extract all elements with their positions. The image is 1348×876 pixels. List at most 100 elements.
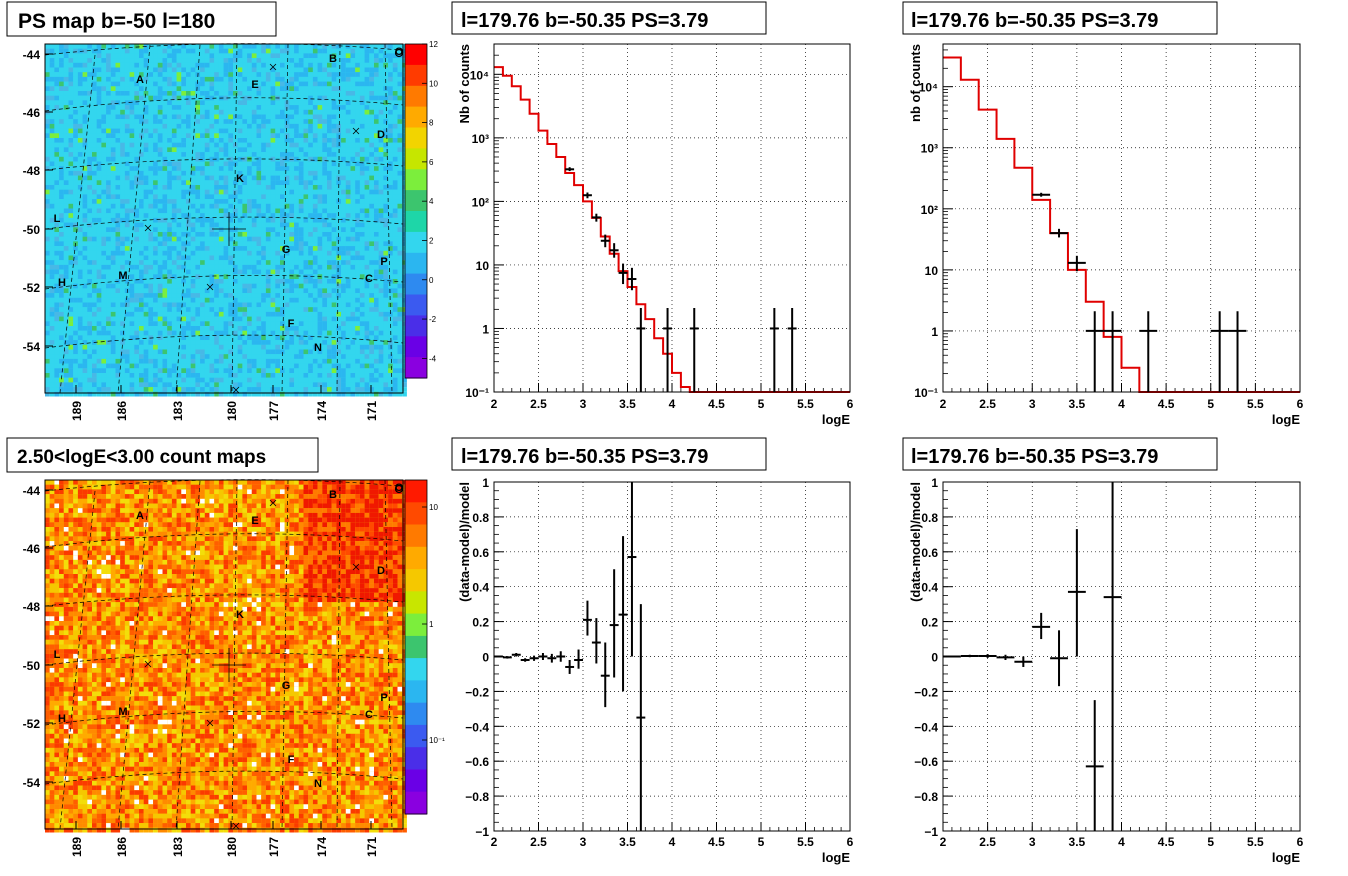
map-pixel bbox=[153, 138, 158, 143]
map-pixel bbox=[378, 236, 384, 242]
map-pixel bbox=[280, 236, 285, 242]
map-pixel bbox=[115, 133, 121, 138]
map-pixel bbox=[162, 335, 168, 341]
map-pixel bbox=[139, 311, 144, 317]
map-pixel bbox=[73, 213, 78, 218]
map-pixel bbox=[345, 194, 351, 200]
map-pixel bbox=[45, 91, 50, 96]
map-pixel bbox=[402, 67, 407, 73]
map-pixel bbox=[148, 217, 154, 223]
map-pixel bbox=[73, 222, 78, 228]
map-pixel bbox=[148, 203, 154, 209]
map-pixel bbox=[181, 236, 186, 242]
map-pixel bbox=[139, 279, 144, 284]
map-pixel bbox=[190, 166, 196, 171]
map-pixel bbox=[153, 76, 158, 82]
map-pixel bbox=[322, 293, 327, 298]
map-pixel bbox=[59, 311, 64, 317]
map-pixel bbox=[270, 58, 276, 63]
map-pixel bbox=[223, 81, 229, 87]
map-pixel bbox=[96, 175, 102, 181]
map-pixel bbox=[73, 166, 78, 171]
map-pixel bbox=[280, 222, 285, 228]
map-pixel bbox=[115, 269, 121, 275]
map-pixel bbox=[181, 316, 186, 322]
map-pixel bbox=[200, 335, 205, 341]
map-pixel bbox=[167, 217, 172, 223]
map-pixel bbox=[383, 199, 389, 204]
map-pixel bbox=[233, 279, 238, 284]
map-pixel bbox=[294, 194, 299, 200]
map-pixel bbox=[148, 53, 154, 59]
map-pixel bbox=[87, 91, 92, 96]
map-pixel bbox=[242, 53, 248, 59]
map-pixel bbox=[374, 330, 379, 336]
map-pixel bbox=[120, 340, 125, 345]
map-pixel bbox=[223, 330, 229, 336]
map-pixel bbox=[129, 340, 135, 345]
map-pixel bbox=[153, 180, 158, 185]
map-pixel bbox=[327, 86, 332, 91]
map-pixel bbox=[317, 86, 323, 91]
map-pixel bbox=[312, 133, 318, 138]
map-pixel bbox=[402, 260, 407, 265]
map-pixel bbox=[289, 123, 295, 129]
map-pixel bbox=[388, 279, 393, 284]
map-pixel bbox=[242, 100, 248, 106]
map-pixel bbox=[237, 67, 243, 73]
map-pixel bbox=[110, 189, 116, 195]
map-pixel bbox=[101, 241, 107, 247]
map-pixel bbox=[134, 227, 139, 232]
map-pixel bbox=[261, 147, 266, 153]
map-pixel bbox=[59, 232, 64, 237]
map-pixel bbox=[124, 81, 130, 87]
map-pixel bbox=[397, 222, 403, 228]
map-pixel bbox=[303, 53, 309, 59]
map-pixel bbox=[298, 288, 304, 294]
map-pixel bbox=[261, 330, 266, 336]
map-pixel bbox=[275, 246, 280, 251]
map-pixel bbox=[312, 180, 318, 185]
map-pixel bbox=[190, 123, 196, 129]
map-pixel bbox=[68, 344, 74, 350]
map-pixel bbox=[110, 255, 116, 261]
map-pixel bbox=[374, 44, 379, 49]
map-pixel bbox=[270, 279, 276, 284]
map-pixel bbox=[204, 203, 210, 209]
map-pixel bbox=[294, 105, 299, 110]
map-pixel bbox=[256, 288, 262, 294]
map-pixel bbox=[106, 241, 111, 247]
map-pixel bbox=[106, 147, 111, 153]
map-pixel bbox=[77, 166, 83, 171]
map-pixel bbox=[355, 119, 360, 124]
map-pixel bbox=[270, 44, 276, 49]
map-pixel bbox=[341, 241, 346, 247]
map-pixel bbox=[87, 236, 92, 242]
map-pixel bbox=[218, 189, 224, 195]
map-pixel bbox=[171, 72, 177, 77]
map-pixel bbox=[139, 241, 144, 247]
map-pixel bbox=[284, 344, 290, 350]
map-pixel bbox=[209, 194, 215, 200]
map-pixel bbox=[312, 330, 318, 336]
map-pixel bbox=[256, 133, 262, 138]
map-pixel bbox=[186, 297, 191, 303]
map-pixel bbox=[341, 109, 346, 115]
map-pixel bbox=[120, 307, 125, 312]
map-pixel bbox=[308, 62, 313, 68]
map-pixel bbox=[242, 67, 248, 73]
map-pixel bbox=[374, 293, 379, 298]
map-pixel bbox=[317, 246, 323, 251]
map-pixel bbox=[355, 62, 360, 68]
map-pixel bbox=[139, 44, 144, 49]
map-pixel bbox=[171, 297, 177, 303]
map-pixel bbox=[59, 321, 64, 326]
map-pixel bbox=[237, 142, 243, 148]
map-pixel bbox=[223, 100, 229, 106]
map-pixel bbox=[106, 123, 111, 129]
map-pixel bbox=[77, 288, 83, 294]
map-pixel bbox=[181, 109, 186, 115]
map-pixel bbox=[298, 246, 304, 251]
map-pixel bbox=[369, 175, 374, 181]
map-pixel bbox=[383, 288, 389, 294]
